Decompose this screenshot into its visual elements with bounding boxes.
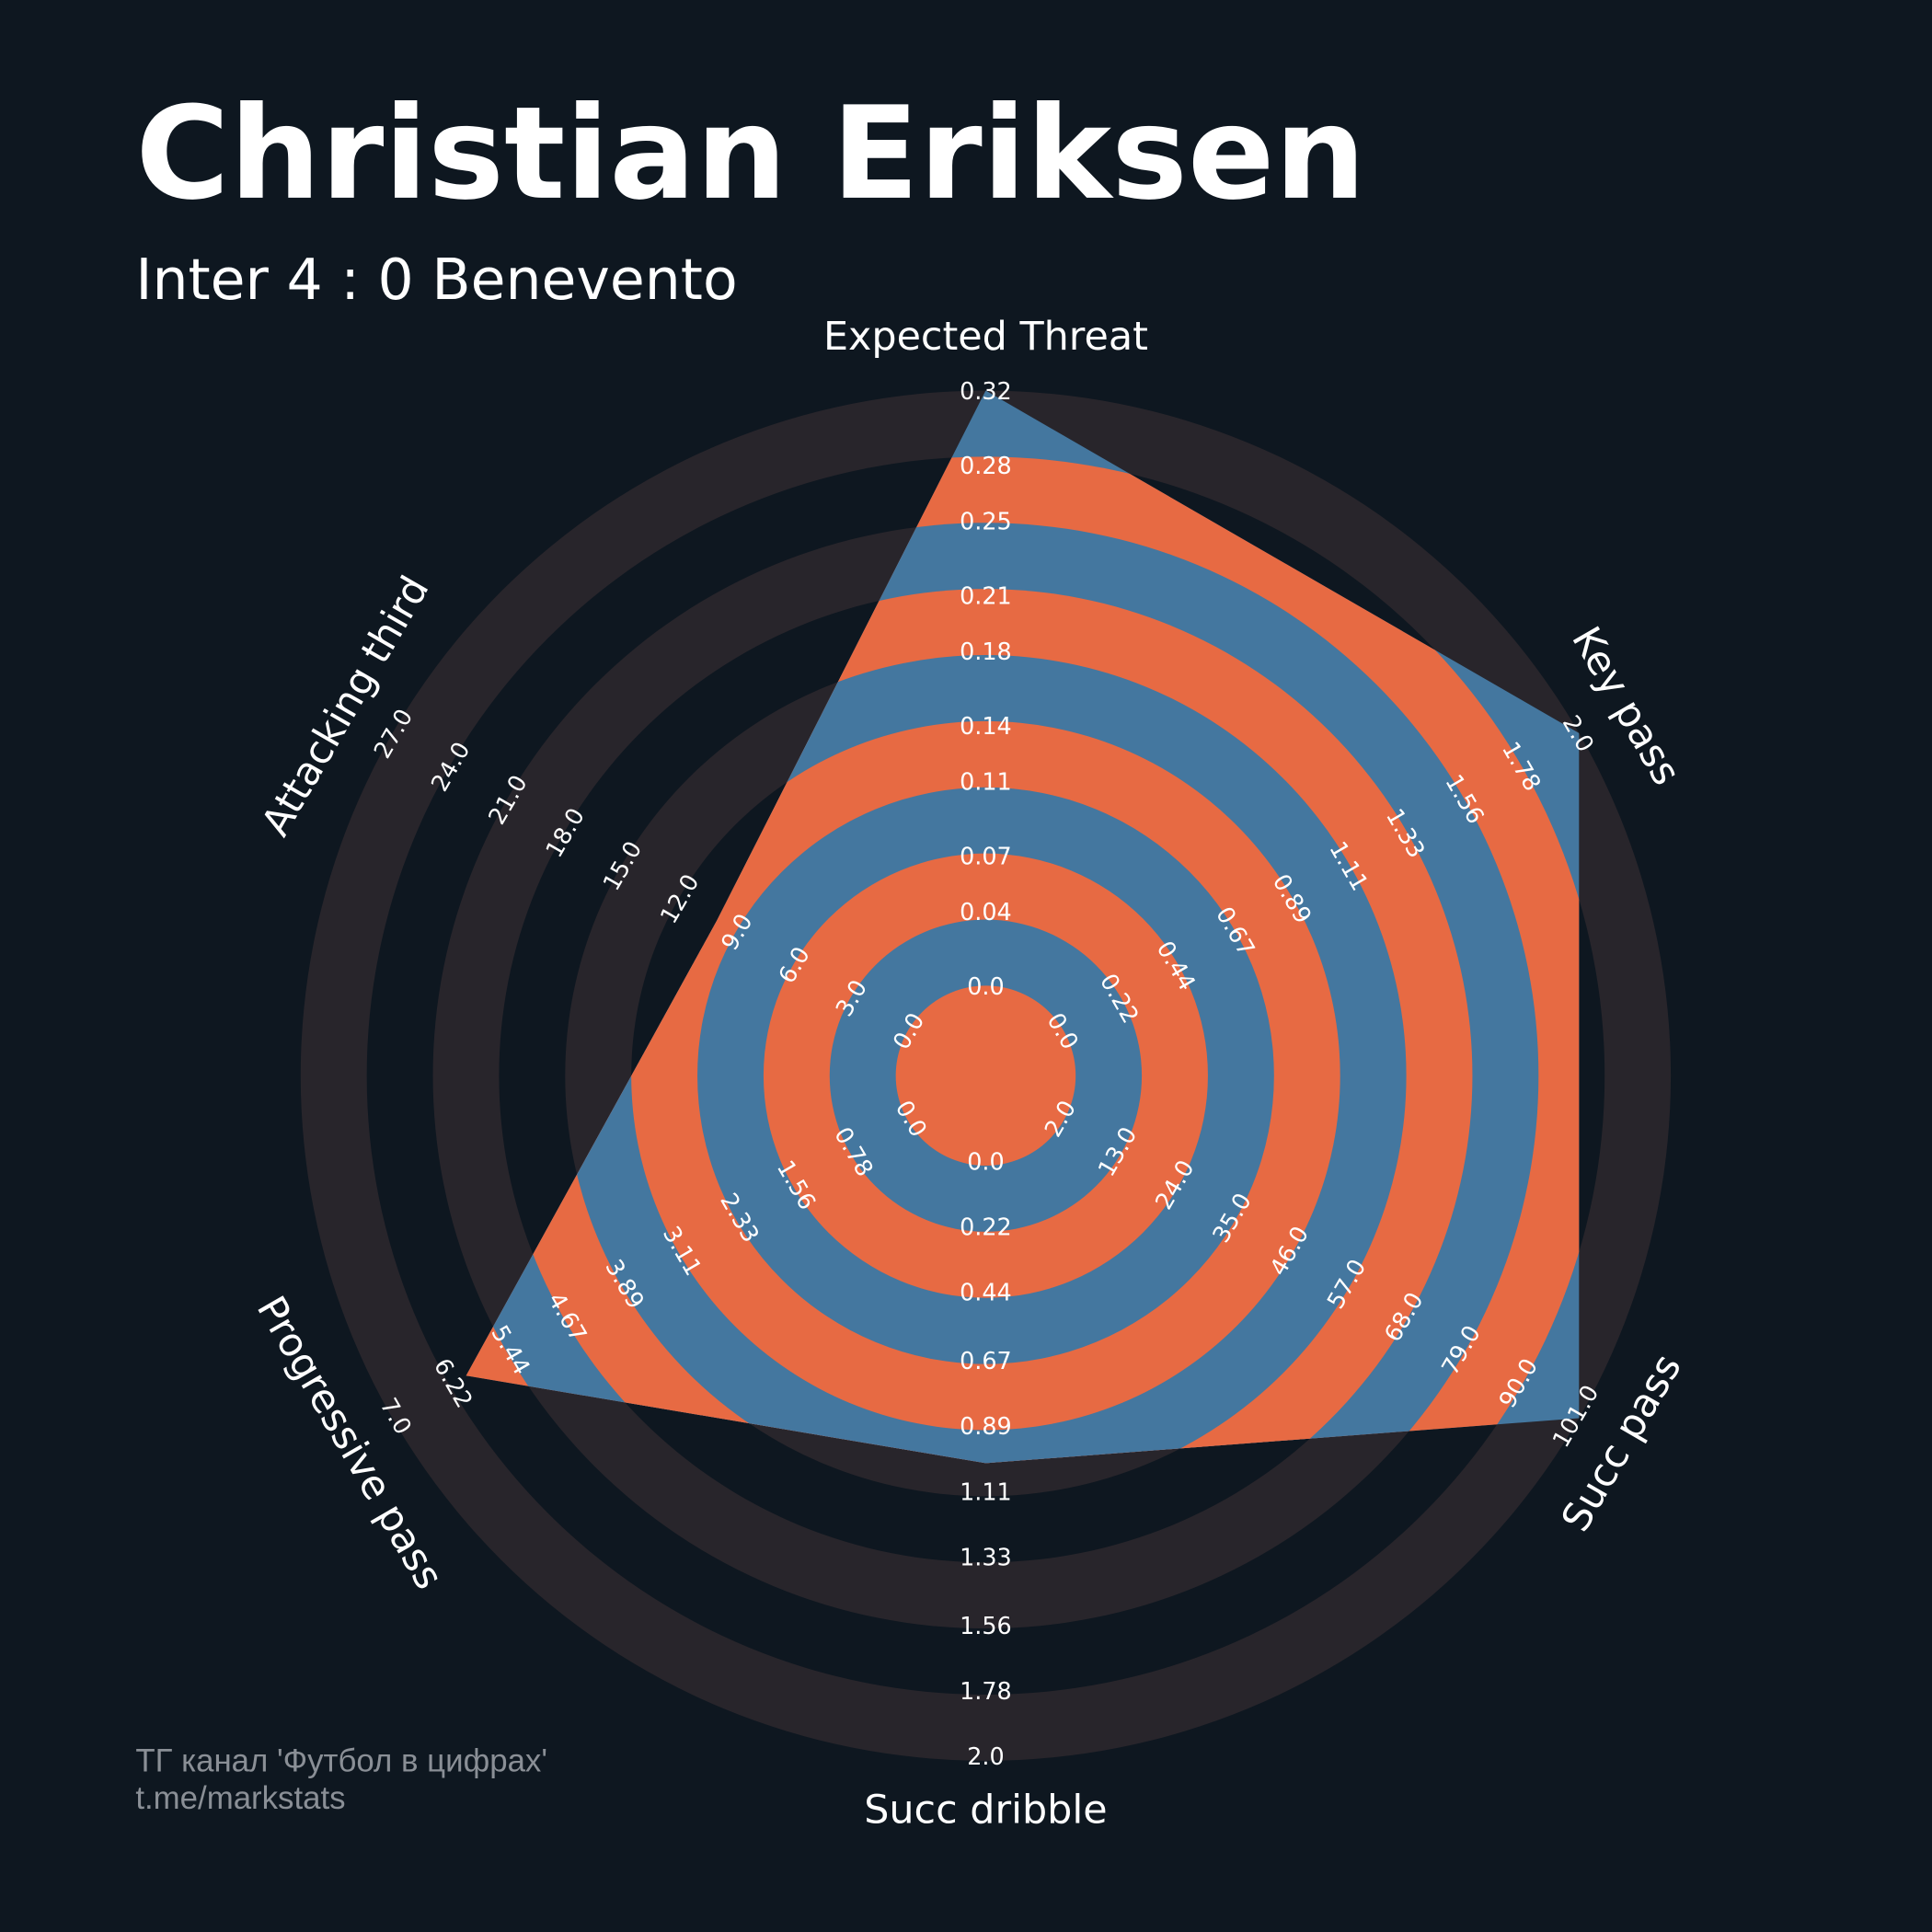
tick-label: 0.14: [960, 712, 1012, 740]
tick-label: 0.28: [960, 452, 1012, 479]
radar-band: [895, 985, 1076, 1166]
tick-label: 0.67: [960, 1347, 1012, 1374]
chart-subtitle: Inter 4 : 0 Benevento: [135, 247, 737, 313]
tick-label: 0.18: [960, 638, 1012, 665]
tick-label: 0.07: [960, 843, 1012, 870]
tick-label: 0.0: [967, 972, 1004, 1000]
tick-label: 0.11: [960, 768, 1012, 796]
tick-label: 1.11: [960, 1478, 1012, 1505]
tick-label: 0.0: [967, 1147, 1004, 1175]
tick-label: 0.25: [960, 508, 1012, 535]
tick-label: 1.78: [960, 1677, 1012, 1705]
chart-title: Christian Eriksen: [135, 79, 1365, 228]
footer-line: ТГ канал 'Футбол в цифрах': [135, 1743, 547, 1779]
axis-name: Succ dribble: [864, 1788, 1107, 1834]
tick-label: 0.44: [960, 1279, 1012, 1306]
tick-label: 0.22: [960, 1213, 1012, 1240]
tick-label: 2.0: [967, 1742, 1004, 1770]
tick-label: 0.32: [960, 377, 1012, 405]
tick-label: 0.04: [960, 898, 1012, 926]
tick-label: 1.56: [960, 1612, 1012, 1639]
axis-name: Expected Threat: [823, 314, 1148, 360]
tick-label: 0.21: [960, 582, 1012, 610]
footer-line: t.me/markstats: [135, 1780, 345, 1816]
tick-label: 0.89: [960, 1412, 1012, 1440]
tick-label: 1.33: [960, 1543, 1012, 1570]
